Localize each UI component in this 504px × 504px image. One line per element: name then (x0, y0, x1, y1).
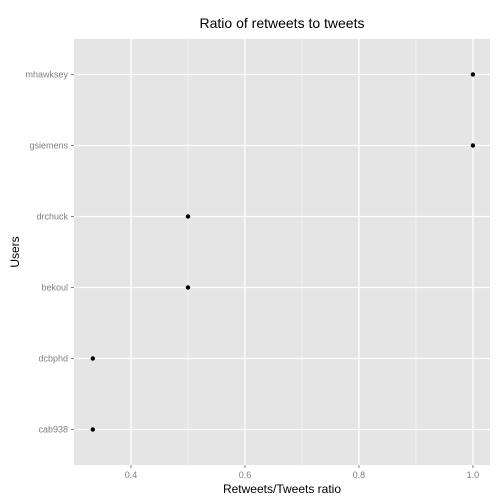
y-tick-label-cab938: cab938 (38, 425, 68, 435)
y-tick-label-mhawksey: mhawksey (25, 70, 68, 80)
plot-panel (74, 39, 490, 465)
data-point-mhawksey (470, 72, 476, 77)
x-axis-title: Retweets/Tweets ratio (223, 482, 341, 496)
data-point-gsiemens (470, 143, 476, 148)
y-axis-ticks: cab938 dcbphd bekoul drchuck gsiemens mhawkse… (25, 70, 74, 435)
x-tick-label: 0.6 (239, 470, 252, 480)
data-point-bekoul (185, 285, 191, 290)
y-tick-label-drchuck: drchuck (36, 212, 68, 222)
x-tick-label: 0.4 (125, 470, 138, 480)
minor-gridlines (187, 39, 417, 465)
y-tick-label-dcbphd: dcbphd (38, 354, 68, 364)
chart-title: Ratio of retweets to tweets (200, 15, 365, 31)
data-point-dcbphd (90, 356, 96, 361)
x-tick-label: 1.0 (467, 470, 480, 480)
y-tick-label-gsiemens: gsiemens (29, 141, 68, 151)
x-tick-label: 0.8 (353, 470, 366, 480)
data-point-drchuck (185, 214, 191, 219)
y-axis-title: Users (8, 236, 22, 267)
data-points (90, 72, 476, 432)
data-point-cab938 (90, 427, 96, 432)
x-axis-ticks: 0.4 0.6 0.8 1.0 (125, 465, 479, 480)
y-tick-label-bekoul: bekoul (41, 283, 68, 293)
major-gridlines (74, 39, 490, 465)
